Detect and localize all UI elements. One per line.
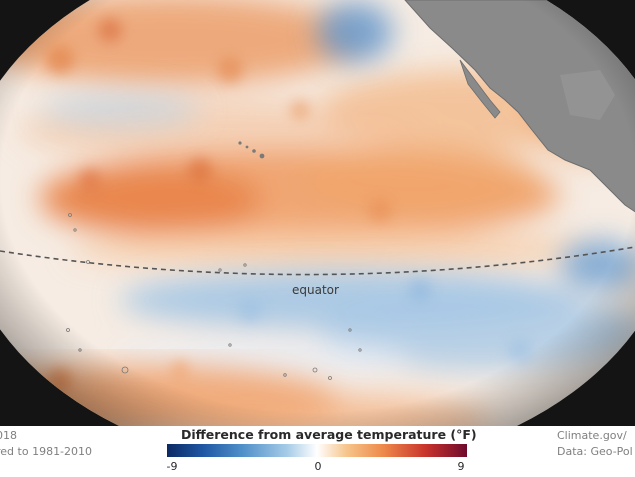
date-caption-line2: red to 1981-2010 — [0, 445, 93, 458]
credit-line2: Data: Geo-Pol — [557, 445, 633, 458]
credit-caption: Climate.gov/ Data: Geo-Pol — [557, 428, 633, 460]
equator-line — [0, 246, 635, 276]
legend-tick-max: 9 — [457, 460, 465, 473]
equator-label: equator — [292, 283, 339, 297]
legend-tick-min: -9 — [166, 460, 178, 473]
legend-tick-zero: 0 — [314, 460, 322, 473]
color-scale-bar — [167, 444, 467, 457]
sea-surface-temperature-map: equator — [0, 0, 635, 426]
date-caption-line1: 018 — [0, 429, 17, 442]
map-footer: 018 red to 1981-2010 Difference from ave… — [0, 426, 635, 477]
ocean-anomaly-field — [0, 0, 635, 426]
legend-title: Difference from average temperature (°F) — [181, 427, 477, 442]
globe-map-graphic — [0, 0, 635, 426]
date-caption: 018 red to 1981-2010 — [0, 428, 92, 460]
credit-line1: Climate.gov/ — [557, 429, 627, 442]
